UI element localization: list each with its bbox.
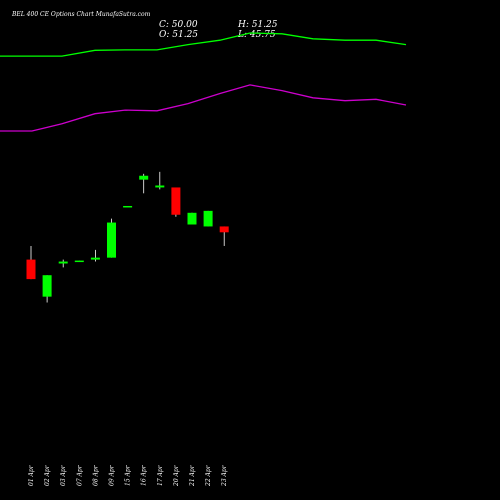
x-tick-label: 17 Apr: [157, 464, 164, 486]
x-tick-label: 01 Apr: [28, 464, 35, 486]
x-tick-label: 07 Apr: [76, 464, 83, 486]
x-tick-label: 16 Apr: [141, 464, 148, 486]
low-readout: L: 45.75: [238, 30, 276, 40]
candle-body: [219, 226, 229, 233]
candle-body: [74, 260, 84, 263]
candle-body: [187, 212, 197, 225]
open-readout: O: 51.25: [159, 30, 199, 40]
candle-body: [139, 175, 149, 180]
x-tick-label: 02 Apr: [44, 464, 51, 486]
x-tick-label: 08 Apr: [92, 464, 99, 486]
x-tick-label: 21 Apr: [189, 464, 196, 487]
candle-body: [171, 187, 181, 215]
high-readout: H: 51.25: [238, 20, 278, 30]
candle-body: [203, 210, 213, 227]
close-readout: C: 50.00: [159, 20, 198, 30]
x-tick-label: 22 Apr: [205, 464, 212, 487]
x-tick-label: 09 Apr: [109, 464, 116, 486]
lower-band-line: [0, 84, 407, 132]
x-tick-label: 20 Apr: [173, 464, 180, 487]
candle-body: [90, 257, 100, 260]
x-tick-label: 03 Apr: [60, 464, 67, 486]
chart-title: BEL 400 CE Options Chart MunafaSutra.com: [12, 11, 151, 18]
candle-body: [42, 275, 52, 297]
x-tick-label: 23 Apr: [221, 464, 228, 487]
candle-body: [155, 185, 165, 188]
upper-band-line: [0, 32, 407, 57]
x-tick-label: 15 Apr: [125, 464, 132, 486]
candle-body: [58, 261, 68, 264]
candle-body: [107, 222, 116, 258]
candle-body: [26, 259, 36, 280]
candle-body: [123, 205, 133, 208]
